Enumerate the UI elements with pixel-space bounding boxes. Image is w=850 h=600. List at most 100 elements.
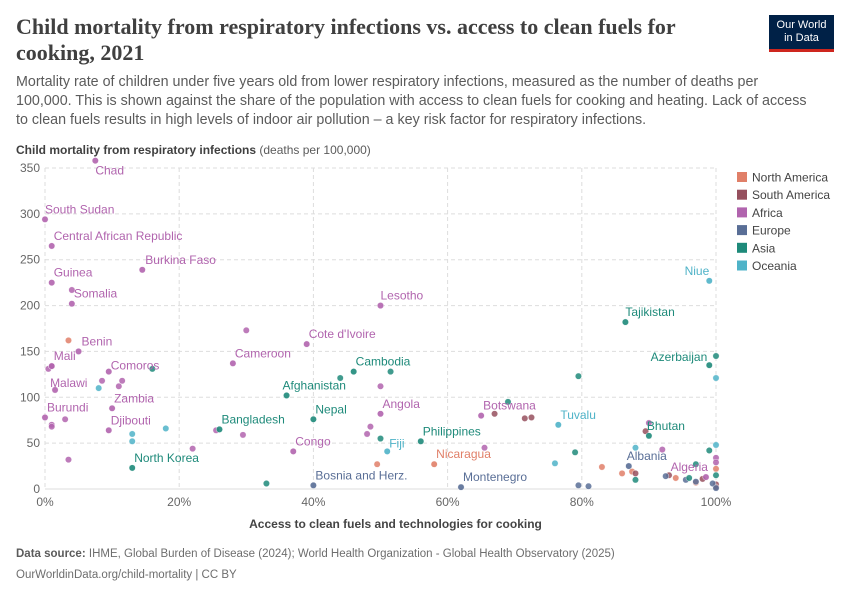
data-point-fiji[interactable]: [383, 447, 391, 455]
data-point[interactable]: [705, 447, 713, 454]
data-point[interactable]: [632, 476, 639, 484]
data-point[interactable]: [373, 460, 381, 468]
data-point-central-african-republic[interactable]: [48, 242, 56, 250]
data-point[interactable]: [68, 286, 76, 294]
data-point[interactable]: [658, 446, 666, 453]
data-point[interactable]: [367, 423, 374, 431]
legend-swatch[interactable]: [737, 225, 747, 236]
data-point[interactable]: [521, 414, 529, 422]
data-point[interactable]: [712, 471, 720, 479]
data-point-algeria[interactable]: [702, 473, 710, 481]
data-point-niue[interactable]: [705, 277, 713, 285]
data-point-congo[interactable]: [289, 447, 297, 455]
data-point-philippines[interactable]: [417, 437, 425, 445]
data-point-bangladesh[interactable]: [216, 425, 223, 433]
data-point[interactable]: [585, 482, 592, 490]
data-point[interactable]: [712, 441, 720, 449]
data-point[interactable]: [632, 444, 639, 452]
data-point-mali[interactable]: [48, 362, 56, 370]
data-point[interactable]: [189, 445, 197, 453]
data-point[interactable]: [528, 414, 535, 421]
data-point[interactable]: [598, 463, 606, 471]
data-point[interactable]: [481, 444, 488, 452]
data-point-botswana[interactable]: [477, 412, 485, 420]
data-point[interactable]: [491, 410, 498, 418]
data-point-north-korea[interactable]: [128, 464, 136, 472]
data-point-albania[interactable]: [625, 462, 633, 470]
data-point-burundi[interactable]: [41, 414, 49, 421]
data-point[interactable]: [128, 437, 136, 445]
data-point[interactable]: [712, 459, 720, 466]
legend-swatch[interactable]: [737, 189, 747, 200]
data-point[interactable]: [61, 415, 69, 423]
data-point[interactable]: [575, 481, 582, 489]
data-point[interactable]: [377, 382, 384, 390]
footer-url[interactable]: OurWorldinData.org/child-mortality | CC …: [16, 569, 237, 581]
data-point-bhutan[interactable]: [645, 432, 653, 440]
data-point[interactable]: [712, 374, 720, 382]
data-point[interactable]: [118, 377, 126, 385]
data-point[interactable]: [363, 430, 371, 438]
data-point-nicaragua[interactable]: [430, 460, 438, 468]
data-point[interactable]: [377, 435, 384, 442]
data-point[interactable]: [98, 377, 106, 385]
data-point-burkina-faso[interactable]: [138, 266, 146, 274]
data-point-azerbaijan[interactable]: [705, 361, 713, 369]
data-point-tuvalu[interactable]: [554, 421, 562, 429]
data-point-somalia[interactable]: [68, 300, 76, 308]
data-point-afghanistan[interactable]: [283, 392, 290, 399]
data-point[interactable]: [618, 470, 626, 477]
data-point[interactable]: [709, 480, 717, 487]
data-point-comoros[interactable]: [105, 368, 113, 376]
data-point[interactable]: [685, 474, 693, 482]
data-point-guinea[interactable]: [48, 279, 56, 287]
data-point[interactable]: [115, 382, 123, 390]
data-point[interactable]: [551, 459, 559, 467]
data-point[interactable]: [336, 374, 344, 382]
data-point[interactable]: [162, 425, 170, 432]
data-point[interactable]: [712, 352, 720, 360]
owid-logo[interactable]: Our World in Data: [769, 15, 834, 52]
data-point[interactable]: [263, 480, 270, 487]
data-point-malawi[interactable]: [51, 386, 59, 394]
data-point[interactable]: [645, 419, 653, 427]
data-point[interactable]: [712, 484, 720, 492]
data-point-chad[interactable]: [91, 157, 99, 165]
data-point-nepal[interactable]: [309, 415, 317, 423]
legend-swatch[interactable]: [737, 242, 747, 253]
data-point[interactable]: [239, 431, 247, 439]
data-point-cameroon[interactable]: [229, 359, 237, 367]
data-point-montenegro[interactable]: [457, 483, 465, 491]
data-point[interactable]: [632, 470, 639, 477]
data-point-cambodia[interactable]: [350, 368, 358, 376]
data-point[interactable]: [575, 372, 582, 380]
data-point[interactable]: [148, 365, 156, 373]
data-point-tajikistan[interactable]: [622, 318, 629, 326]
data-point[interactable]: [95, 384, 103, 392]
legend-swatch[interactable]: [737, 260, 747, 271]
data-point-angola[interactable]: [377, 410, 384, 418]
data-point-bosnia-and-herz-[interactable]: [309, 481, 317, 489]
data-point-lesotho[interactable]: [377, 302, 384, 309]
data-point-south-sudan[interactable]: [41, 215, 49, 223]
legend-swatch[interactable]: [737, 207, 747, 218]
data-point[interactable]: [662, 472, 670, 480]
data-point[interactable]: [692, 478, 700, 486]
data-point[interactable]: [65, 456, 72, 464]
data-point[interactable]: [672, 474, 680, 482]
data-point[interactable]: [571, 448, 579, 456]
data-point[interactable]: [692, 460, 700, 468]
data-point[interactable]: [128, 430, 136, 438]
data-point-benin[interactable]: [75, 348, 82, 355]
data-point[interactable]: [387, 368, 394, 376]
data-point[interactable]: [65, 337, 72, 344]
data-point[interactable]: [504, 398, 512, 406]
data-point[interactable]: [712, 465, 720, 473]
data-point-cote-d-ivoire[interactable]: [303, 340, 311, 348]
data-point[interactable]: [642, 427, 649, 435]
data-point-zambia[interactable]: [108, 404, 116, 412]
data-point-djibouti[interactable]: [105, 426, 113, 434]
legend-swatch[interactable]: [737, 172, 747, 182]
data-point[interactable]: [242, 326, 250, 334]
